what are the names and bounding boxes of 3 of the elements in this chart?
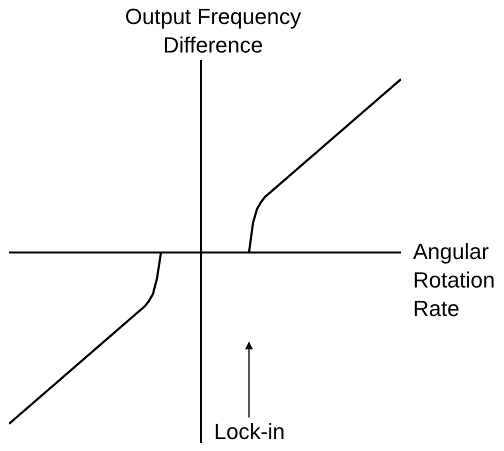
y-axis-title: Output Frequency Difference [125,4,302,58]
annotation: Lock-in [214,419,285,444]
x-axis-title: Angular Rotation Rate [413,239,495,322]
